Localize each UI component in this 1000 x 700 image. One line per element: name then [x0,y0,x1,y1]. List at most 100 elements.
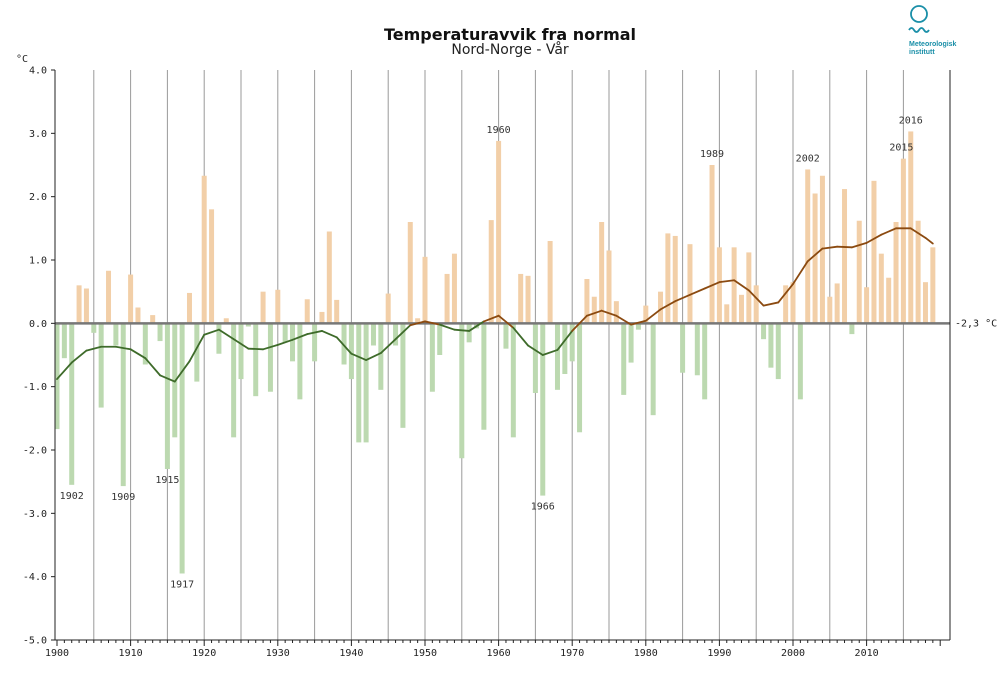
anomaly-bar [400,323,406,428]
anomaly-bar [849,323,855,335]
y-tick-label: -5.0 [23,636,47,647]
anomaly-bar [451,253,457,324]
smoothed-trend-segment [438,323,456,331]
year-annotation: 1989 [700,149,724,160]
anomaly-bar [253,323,259,397]
smoothed-trend-segment [321,330,338,339]
anomaly-bar [643,305,649,324]
anomaly-bar [871,180,877,324]
anomaly-bar [245,323,251,327]
anomaly-bar [797,323,803,400]
smoothed-trend-segment [276,338,294,346]
y-tick-label: -3.0 [23,509,47,520]
smoothed-trend-segment [335,336,353,355]
anomaly-bar [738,294,744,324]
anomaly-bar [319,311,325,324]
smoothed-trend-segment [218,328,235,341]
anomaly-bar [98,323,104,408]
x-tick-label: 1920 [192,648,216,659]
anomaly-bar [540,323,546,496]
y-tick-label: -4.0 [23,572,47,583]
x-tick-label: 1930 [266,648,290,659]
smoothed-trend-segment [453,328,471,332]
anomaly-bar [783,285,789,324]
anomaly-bar [69,323,75,485]
anomaly-bar [407,222,413,324]
anomaly-bar [716,247,722,324]
y-tick-label: 0.0 [29,319,47,330]
anomaly-bar [341,323,347,365]
chart-subtitle: Nord-Norge - Vår [451,41,569,58]
anomaly-bar [275,289,281,324]
year-annotation: 2016 [899,115,923,126]
smoothed-trend-segment [247,347,264,351]
anomaly-bar [768,323,774,368]
anomaly-bar [91,323,97,333]
year-annotation: 1966 [531,502,555,513]
anomaly-bar [429,323,435,392]
smoothed-trend-segment [144,357,161,377]
smoothed-trend-segment [630,319,647,326]
smoothed-trend-segment [777,283,794,304]
smoothed-trend-segment [733,279,750,292]
x-tick-label: 2010 [855,648,879,659]
smoothed-trend-segment [232,338,250,350]
anomaly-bar [267,323,273,392]
anomaly-bar [444,273,450,324]
anomaly-bar [150,315,156,324]
anomaly-bar [385,293,391,324]
anomaly-bar [930,247,936,324]
smoothed-trend-segment [865,233,883,244]
anomaly-bar [856,220,862,324]
x-tick-label: 1940 [339,648,363,659]
smoothed-trend-segment [291,333,309,341]
anomaly-bar [805,169,811,324]
anomaly-bar [120,323,126,487]
anomaly-bar [459,323,465,459]
smoothed-trend-segment [129,348,147,360]
logo-wave-icon [908,27,930,33]
anomaly-bar [915,220,921,324]
smoothed-trend-segment [821,245,839,250]
anomaly-bar [606,250,612,324]
anomaly-bar [650,323,656,416]
anomaly-bar [532,323,538,393]
year-annotation: 1960 [487,125,511,136]
smoothed-trend-segment [571,314,588,332]
anomaly-bar [665,233,671,324]
x-tick-label: 2000 [781,648,805,659]
anomaly-bar [194,323,200,382]
anomaly-bar [753,285,759,324]
anomaly-bar [687,244,693,324]
x-tick-label: 1990 [707,648,731,659]
anomaly-bar [135,307,141,324]
anomaly-bar [334,299,340,324]
anomaly-bar [525,275,531,324]
met-institute-logo: Meteorologisk institutt [908,5,957,56]
smoothed-trend-segment [70,349,88,364]
y-tick-label: -1.0 [23,382,47,393]
smoothed-trend-segment [173,360,191,383]
anomaly-bar [599,222,605,324]
smoothed-trend-segment [497,314,515,329]
anomaly-bar [724,304,730,324]
anomaly-bar [157,323,163,342]
smoothed-trend-segment [762,301,780,307]
anomaly-bar [900,158,906,324]
anomaly-bar [290,323,296,362]
smoothed-trend-segment [379,338,397,355]
anomaly-bar [481,323,487,430]
year-annotation: 1917 [170,580,194,591]
anomaly-bar [893,222,899,324]
anomaly-bar [378,323,384,390]
smoothed-trend-segment [747,289,765,307]
anomaly-bar [554,323,560,390]
smoothed-trend-segment [409,320,426,327]
anomaly-bar [113,323,119,346]
smoothed-trend-segment [365,352,382,361]
smoothed-trend-segment [56,361,73,380]
anomaly-bar [746,252,752,324]
x-tick-label: 1950 [413,648,437,659]
smoothed-trend-segment [924,236,934,245]
anomaly-bar [209,209,215,324]
